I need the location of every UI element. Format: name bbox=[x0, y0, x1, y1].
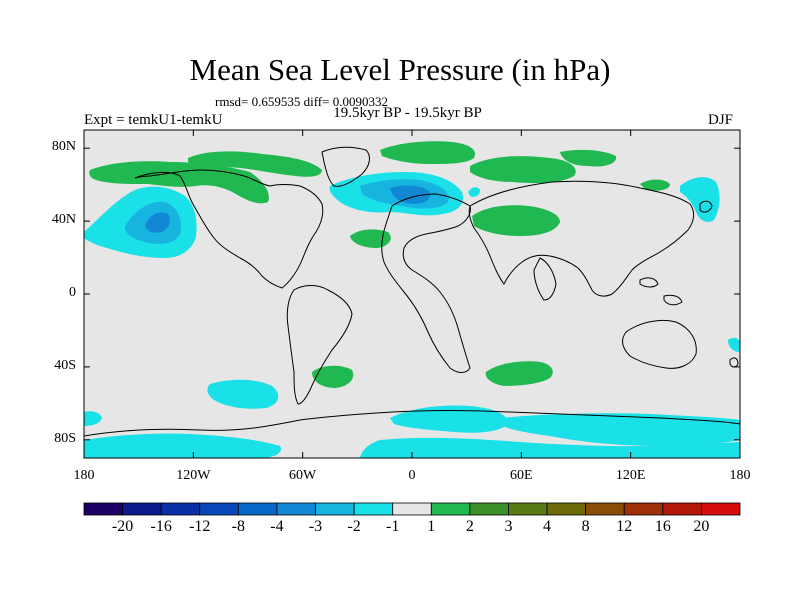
lat-label: 40N bbox=[51, 212, 76, 228]
colorbar-swatch bbox=[199, 502, 239, 516]
colorbar-label: -12 bbox=[189, 518, 211, 535]
colorbar-swatch bbox=[546, 502, 587, 516]
lat-label: 40S bbox=[54, 357, 76, 373]
season-label: DJF bbox=[708, 112, 734, 128]
colorbar-swatch bbox=[469, 502, 509, 516]
colorbar-label: 12 bbox=[616, 518, 633, 535]
lat-label: 80S bbox=[54, 430, 76, 446]
colorbar-label: -1 bbox=[386, 518, 400, 535]
colorbar-swatch bbox=[160, 502, 201, 516]
lon-label: 180 bbox=[729, 468, 751, 483]
colorbar-label: 3 bbox=[504, 518, 513, 535]
southern-ocean-low-west bbox=[207, 379, 279, 409]
lon-label: 0 bbox=[408, 468, 416, 483]
south-atlantic-high bbox=[312, 365, 354, 388]
colorbar-swatch bbox=[353, 502, 394, 516]
indian-ocean-high bbox=[485, 361, 553, 386]
colorbar bbox=[83, 502, 741, 516]
colorbar-label: 8 bbox=[581, 518, 590, 535]
southern-ocean-low-south bbox=[84, 433, 282, 458]
colorbar-swatch bbox=[392, 502, 432, 516]
colorbar-swatch bbox=[276, 502, 316, 516]
colorbar-label: -2 bbox=[347, 518, 361, 535]
lon-label: 120E bbox=[615, 468, 646, 483]
eurasia-high bbox=[472, 205, 560, 236]
stats-line: rmsd= 0.659535 diff= 0.0090332 bbox=[215, 94, 388, 109]
colorbar-swatch bbox=[701, 502, 741, 516]
colorbar-swatch bbox=[508, 502, 548, 516]
period-label: 19.5kyr BP - 19.5kyr BP bbox=[333, 105, 482, 121]
colorbar-swatch bbox=[83, 502, 123, 516]
colorbar-label: -3 bbox=[308, 518, 323, 535]
lat-label: 80N bbox=[51, 139, 76, 155]
colorbar-swatch bbox=[237, 502, 278, 516]
colorbar-label: 1 bbox=[427, 518, 436, 535]
chart-title: Mean Sea Level Pressure (in hPa) bbox=[189, 52, 611, 87]
colorbar-label: 16 bbox=[654, 518, 671, 535]
lon-label: 180 bbox=[73, 468, 95, 483]
lon-label: 60E bbox=[510, 468, 533, 483]
coastlines bbox=[84, 146, 740, 437]
colorbar-swatch bbox=[623, 502, 664, 516]
colorbar-label: 2 bbox=[465, 518, 474, 535]
colorbar-label: -16 bbox=[150, 518, 172, 535]
colorbar-label: -8 bbox=[231, 518, 245, 535]
experiment-label: Expt = temkU1-temkU bbox=[84, 112, 223, 128]
colorbar-swatch bbox=[662, 502, 702, 516]
lon-label: 120W bbox=[176, 468, 211, 483]
colorbar-label: -4 bbox=[270, 518, 284, 535]
colorbar-swatch bbox=[585, 502, 625, 516]
colorbar-label: 4 bbox=[543, 518, 552, 535]
colorbar-label: 20 bbox=[693, 518, 710, 535]
colorbar-swatch bbox=[122, 502, 162, 516]
colorbar-swatch bbox=[430, 502, 471, 516]
anomaly-shading bbox=[84, 141, 740, 458]
lat-label: 0 bbox=[69, 285, 76, 300]
lon-label: 60W bbox=[289, 468, 317, 483]
colorbar-label: -20 bbox=[111, 518, 134, 535]
axis-ticks bbox=[83, 130, 741, 458]
colorbar-swatch bbox=[315, 502, 355, 516]
arctic-high bbox=[380, 141, 476, 164]
